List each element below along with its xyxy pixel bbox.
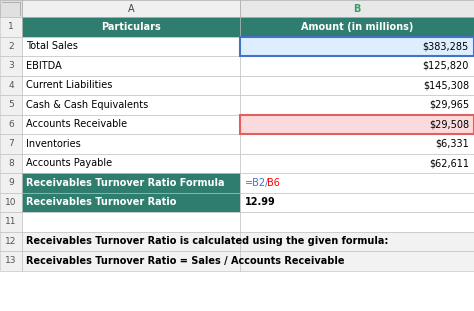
Text: 12.99: 12.99 [245,197,276,207]
Text: =B2/: =B2/ [245,178,269,188]
Bar [22,56,240,76]
Bar [0,251,22,271]
Text: 10: 10 [5,198,17,207]
Text: A: A [128,3,134,13]
Text: Total Sales: Total Sales [26,41,78,51]
Bar [0,231,22,251]
Bar [240,231,474,251]
Text: 11: 11 [5,217,17,226]
Bar [240,36,474,56]
Text: $62,611: $62,611 [429,158,469,168]
Text: 13: 13 [5,256,17,265]
Text: Cash & Cash Equivalents: Cash & Cash Equivalents [26,100,148,110]
Bar [0,212,22,231]
Text: 2: 2 [8,42,14,51]
Text: $125,820: $125,820 [423,61,469,71]
Bar [22,17,240,36]
Text: 3: 3 [8,61,14,70]
Bar [0,173,22,193]
Bar [0,56,22,76]
Bar [22,114,240,134]
Text: $145,308: $145,308 [423,80,469,90]
Text: Receivables Turnover Ratio = Sales / Accounts Receivable: Receivables Turnover Ratio = Sales / Acc… [26,256,345,266]
Text: B: B [353,3,361,13]
Text: 4: 4 [8,81,14,90]
Bar [240,95,474,114]
Bar [22,76,240,95]
Text: Accounts Payable: Accounts Payable [26,158,112,168]
Bar [240,212,474,231]
Text: $6,331: $6,331 [435,139,469,149]
Bar [240,154,474,173]
Text: $29,965: $29,965 [429,100,469,110]
Text: 7: 7 [8,139,14,148]
Bar [22,251,240,271]
Bar [22,173,240,193]
Bar [240,17,474,36]
Bar [0,114,22,134]
Bar [240,0,474,17]
Bar [0,95,22,114]
Text: 6: 6 [8,120,14,129]
Text: Accounts Receivable: Accounts Receivable [26,119,127,129]
Bar [22,36,240,56]
Bar [22,0,240,17]
Bar [22,193,240,212]
Bar [22,231,240,251]
Bar [240,251,474,271]
Bar [22,212,240,231]
Text: $383,285: $383,285 [423,41,469,51]
Text: $29,508: $29,508 [429,119,469,129]
Text: Inventories: Inventories [26,139,81,149]
Bar [240,193,474,212]
Bar [0,36,22,56]
Text: 12: 12 [5,237,17,246]
Bar [22,134,240,154]
Bar [0,17,22,36]
Bar [240,134,474,154]
Text: Receivables Turnover Ratio is calculated using the given formula:: Receivables Turnover Ratio is calculated… [26,236,388,246]
Bar [240,114,474,134]
Bar [0,154,22,173]
Text: 9: 9 [8,178,14,187]
Text: EBITDA: EBITDA [26,61,62,71]
Text: Receivables Turnover Ratio: Receivables Turnover Ratio [26,197,176,207]
Text: Current Liabilities: Current Liabilities [26,80,112,90]
Bar [0,76,22,95]
Text: Particulars: Particulars [101,22,161,32]
Bar [240,173,474,193]
Bar [240,56,474,76]
Text: Receivables Turnover Ratio Formula: Receivables Turnover Ratio Formula [26,178,225,188]
Text: B6: B6 [267,178,280,188]
Bar [240,76,474,95]
Text: 5: 5 [8,100,14,109]
Bar [22,95,240,114]
Text: 1: 1 [8,22,14,31]
Bar [0,134,22,154]
Bar [0,193,22,212]
Bar [22,154,240,173]
Bar [240,36,474,56]
Bar [240,114,474,134]
Bar [0,0,22,17]
Text: 8: 8 [8,159,14,168]
Text: Amount (in millions): Amount (in millions) [301,22,413,32]
